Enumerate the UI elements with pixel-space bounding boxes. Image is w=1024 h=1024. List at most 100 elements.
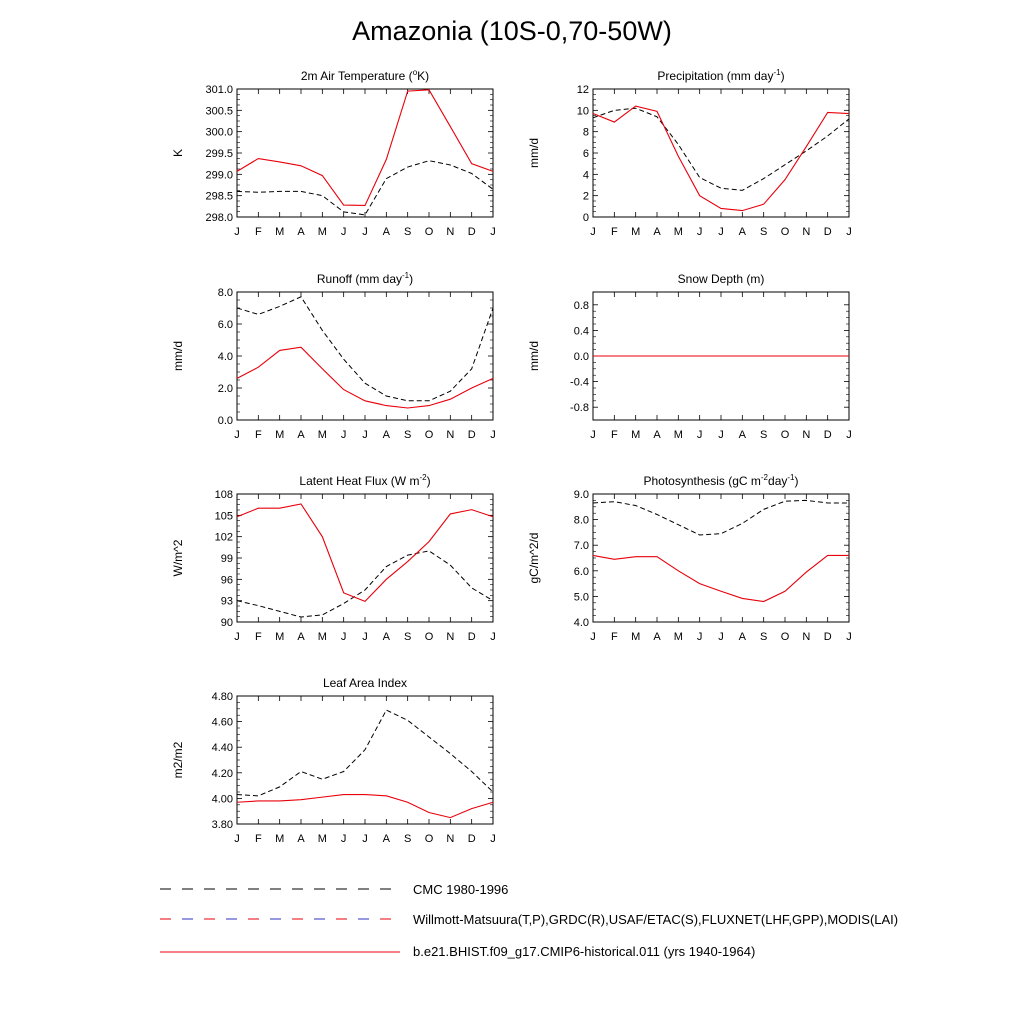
plot-frame [592, 88, 850, 218]
x-tick-label: O [425, 631, 434, 643]
x-tick-label: J [362, 833, 368, 845]
x-tick-label: D [824, 429, 832, 441]
y-tick-label: 4.60 [212, 717, 233, 729]
series-line-cmc [236, 296, 494, 402]
x-tick-label: S [760, 226, 767, 238]
x-tick-label: J [341, 226, 347, 238]
y-tick-label: 4.20 [212, 768, 233, 780]
y-axis-label: W/m^2 [171, 539, 185, 576]
x-tick-label: O [781, 226, 790, 238]
x-tick-label: J [846, 226, 852, 238]
x-tick-label: F [611, 429, 618, 441]
x-tick-label: A [739, 429, 747, 441]
x-tick-label: M [631, 429, 640, 441]
y-tick-label: 300.0 [205, 127, 233, 139]
x-tick-label: S [404, 226, 411, 238]
x-tick-label: J [846, 631, 852, 643]
x-tick-label: J [490, 833, 496, 845]
x-tick-label: A [383, 226, 391, 238]
y-tick-label: 12 [577, 84, 589, 96]
series-line-cmc [592, 107, 850, 191]
x-tick-label: J [590, 429, 596, 441]
x-tick-label: N [446, 833, 454, 845]
x-tick-label: O [425, 226, 434, 238]
chart-panel-6: J F M A M J J A S O N D J3.804.004.204.404.604.80Lea… [171, 676, 496, 845]
x-tick-label: J [590, 631, 596, 643]
x-tick-label: A [653, 429, 661, 441]
y-tick-label: 298.5 [205, 191, 233, 203]
y-tick-label: 3.80 [212, 819, 233, 831]
x-tick-label: M [674, 226, 683, 238]
x-tick-label: J [718, 631, 724, 643]
x-tick-label: M [275, 833, 284, 845]
y-tick-label: 0.0 [218, 415, 233, 427]
x-tick-label: M [631, 631, 640, 643]
x-tick-label: D [468, 631, 476, 643]
x-tick-label: M [275, 226, 284, 238]
figure-title: Amazonia (10S-0,70-50W) [352, 16, 672, 46]
x-tick-label: F [255, 429, 262, 441]
x-tick-label: J [362, 631, 368, 643]
y-tick-label: 4.80 [212, 691, 233, 703]
y-axis-label: mm/d [527, 341, 541, 371]
y-tick-label: 6.0 [574, 566, 589, 578]
x-tick-label: A [739, 226, 747, 238]
x-tick-label: M [674, 429, 683, 441]
y-tick-label: 301.0 [205, 84, 233, 96]
x-tick-label: A [739, 631, 747, 643]
x-tick-label: D [468, 429, 476, 441]
x-tick-label: M [318, 631, 327, 643]
x-tick-label: J [341, 833, 347, 845]
x-tick-label: M [318, 429, 327, 441]
y-tick-label: 4.0 [218, 351, 233, 363]
y-tick-label: -0.8 [570, 402, 589, 414]
plot-frame [592, 493, 850, 623]
plot-frame [236, 88, 494, 218]
y-tick-label: 299.5 [205, 148, 233, 160]
x-tick-label: S [404, 833, 411, 845]
x-tick-label: A [297, 833, 305, 845]
y-tick-label: 90 [221, 617, 233, 629]
y-tick-label: 7.0 [574, 540, 589, 552]
series-line-cmc [236, 160, 494, 216]
x-tick-label: M [674, 631, 683, 643]
x-tick-label: J [846, 429, 852, 441]
x-tick-label: J [490, 631, 496, 643]
x-tick-label: J [697, 429, 703, 441]
series-line-model [236, 503, 494, 603]
x-tick-label: J [341, 429, 347, 441]
x-tick-label: A [653, 226, 661, 238]
x-tick-label: J [341, 631, 347, 643]
x-tick-label: J [490, 429, 496, 441]
series-line-model [236, 346, 494, 409]
panel-title: Runoff (mm day-1) [317, 271, 413, 286]
x-tick-label: N [446, 631, 454, 643]
x-tick-label: N [802, 631, 810, 643]
x-tick-label: J [718, 429, 724, 441]
panel-title: Precipitation (mm day-1) [657, 68, 784, 83]
y-tick-label: 6 [583, 148, 589, 160]
series-line-cmc [592, 499, 849, 536]
y-tick-label: 96 [221, 574, 233, 586]
y-tick-label: 2 [583, 191, 589, 203]
y-tick-label: 105 [215, 510, 233, 522]
chart-panel-3: J F M A M J J A S O N D J -0.8 -0.4 0.0 0.4 0.8 Snow Depth… [527, 272, 852, 441]
x-tick-label: A [383, 833, 391, 845]
chart-panel-5: J F M A M J J A S O N D J4.05.06.07.08.09.0Photosynt… [527, 473, 852, 643]
x-tick-label: N [446, 429, 454, 441]
panel-title: Snow Depth (m) [678, 272, 765, 286]
x-tick-label: A [653, 631, 661, 643]
y-tick-label: 6.0 [218, 319, 233, 331]
x-tick-label: S [404, 631, 411, 643]
series-line-model [592, 105, 850, 212]
x-tick-label: D [824, 226, 832, 238]
y-axis-label: m2/m2 [171, 741, 185, 778]
y-tick-label: 102 [215, 532, 233, 544]
y-tick-label: 108 [215, 489, 233, 501]
series-line-model [592, 554, 849, 603]
y-axis-label: gC/m^2/d [527, 533, 541, 584]
x-tick-label: A [297, 631, 305, 643]
x-tick-label: F [255, 226, 262, 238]
